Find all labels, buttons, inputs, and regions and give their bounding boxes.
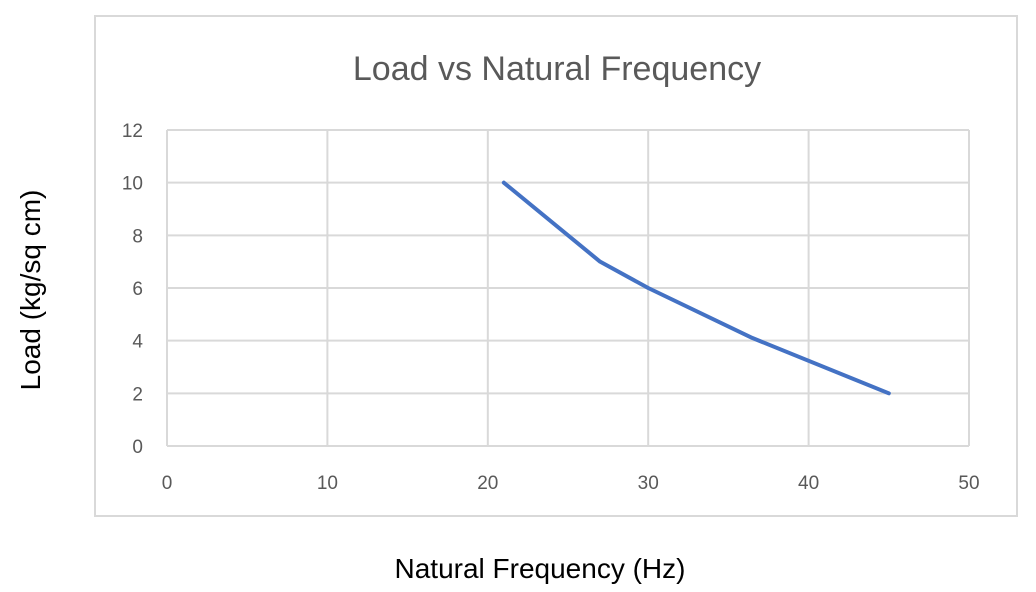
y-tick-label: 0: [132, 437, 143, 458]
chart-area: [94, 15, 1018, 517]
x-tick-label: 50: [958, 473, 979, 494]
x-tick-label: 10: [317, 473, 338, 494]
y-tick-label: 10: [122, 174, 143, 195]
x-tick-label: 0: [162, 473, 173, 494]
x-tick-label: 30: [638, 473, 659, 494]
x-tick-label: 40: [798, 473, 819, 494]
x-tick-label: 20: [477, 473, 498, 494]
x-axis-title: Natural Frequency (Hz): [395, 553, 686, 584]
y-axis-title: Load (kg/sq cm): [15, 190, 46, 391]
series-line: [501, 180, 891, 396]
y-tick-label: 2: [132, 384, 143, 405]
y-tick-label: 4: [132, 332, 143, 353]
y-tick-label: 6: [132, 279, 143, 300]
y-tick-label: 8: [132, 226, 143, 247]
series-layer: [501, 180, 891, 396]
tick-labels: 0 2 4 6 8 10 12 0 10 20 30 40 50: [122, 121, 980, 494]
y-tick-label: 12: [122, 121, 143, 142]
chart-title: Load vs Natural Frequency: [353, 50, 761, 88]
